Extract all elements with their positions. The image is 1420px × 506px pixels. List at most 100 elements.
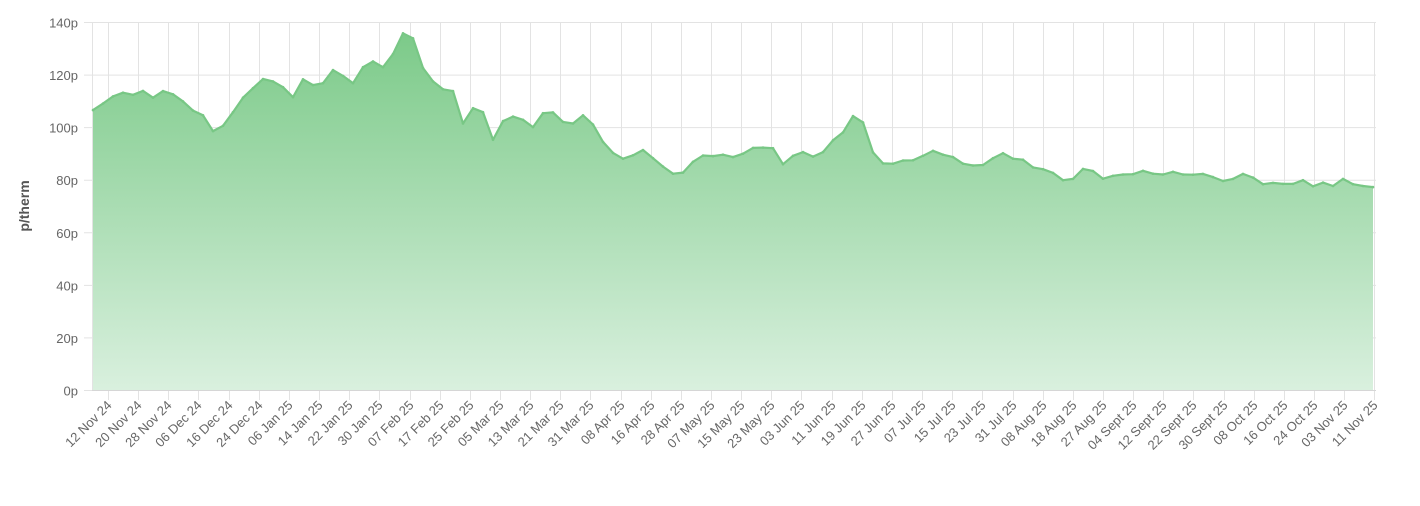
data-point (951, 155, 955, 159)
data-point (91, 108, 95, 112)
data-point (1011, 157, 1015, 160)
data-point (131, 93, 135, 97)
data-point (211, 129, 215, 133)
data-point (1171, 170, 1175, 174)
data-point (1071, 177, 1075, 181)
data-point (291, 95, 295, 99)
data-point (671, 172, 675, 175)
data-point (401, 32, 405, 35)
data-point (391, 52, 395, 56)
data-point (1081, 167, 1085, 171)
data-point (191, 109, 195, 112)
data-point (881, 162, 885, 165)
data-point (1031, 166, 1035, 169)
data-point (1341, 177, 1345, 181)
y-tick-label: 40p (56, 278, 78, 293)
data-point (541, 111, 545, 115)
data-point (1111, 174, 1115, 178)
data-point (571, 122, 575, 125)
data-point (611, 151, 615, 155)
data-point (1001, 151, 1005, 155)
data-point (411, 37, 415, 40)
data-point (151, 96, 155, 99)
data-point (721, 153, 725, 156)
data-point (741, 152, 745, 155)
data-point (711, 154, 715, 158)
data-point (1231, 177, 1235, 181)
data-point (1351, 182, 1355, 186)
data-point (761, 146, 765, 149)
data-point (651, 156, 655, 160)
y-tick-label: 120p (49, 68, 78, 83)
data-point (751, 146, 755, 150)
data-point (141, 89, 145, 93)
data-point (921, 154, 925, 158)
data-point (1101, 177, 1105, 180)
data-point (1211, 175, 1215, 179)
data-point (691, 160, 695, 164)
data-point (1181, 173, 1185, 176)
data-point (1131, 172, 1135, 176)
data-point (241, 96, 245, 99)
data-point (271, 80, 275, 83)
data-point (221, 124, 225, 128)
data-point (931, 149, 935, 153)
data-point (631, 154, 635, 157)
data-point (641, 148, 645, 152)
data-point (821, 150, 825, 154)
data-point (1161, 173, 1165, 176)
data-point (901, 159, 905, 162)
data-point (1061, 178, 1065, 182)
data-point (251, 86, 255, 90)
y-axis: 0p 20p 40p 60p 80p 100p 120p 140p (49, 16, 78, 399)
data-point (851, 114, 855, 118)
data-point (461, 122, 465, 125)
data-point (1251, 176, 1255, 179)
data-point (1331, 184, 1335, 188)
data-point (661, 165, 665, 168)
data-point (281, 85, 285, 89)
data-point (1271, 181, 1275, 185)
data-point (121, 91, 125, 94)
data-point (491, 138, 495, 142)
data-point (731, 155, 735, 159)
data-point (1021, 158, 1025, 161)
data-point (171, 93, 175, 96)
data-point (1321, 181, 1325, 184)
data-point (1261, 182, 1265, 186)
data-point (481, 110, 485, 114)
area-fill (93, 33, 1373, 391)
y-tick-label: 60p (56, 226, 78, 241)
data-point (811, 155, 815, 158)
data-point (621, 157, 625, 160)
y-tick-label: 100p (49, 121, 78, 136)
data-point (701, 154, 705, 157)
data-point (771, 146, 775, 150)
data-point (1041, 167, 1045, 171)
data-point (1371, 185, 1375, 189)
data-point (991, 156, 995, 160)
data-point (1091, 169, 1095, 173)
data-point (891, 162, 895, 165)
data-point (791, 154, 795, 158)
data-point (831, 139, 835, 142)
data-point (421, 66, 425, 70)
data-point (981, 163, 985, 167)
data-point (441, 88, 445, 91)
data-point (871, 151, 875, 154)
data-point (1191, 173, 1195, 176)
data-point (201, 114, 205, 117)
data-point (1051, 171, 1055, 175)
data-point (1281, 182, 1285, 186)
data-point (1221, 179, 1225, 183)
y-tick-label: 0p (64, 384, 78, 399)
area-series (91, 32, 1375, 391)
data-point (371, 60, 375, 63)
data-point (521, 118, 525, 122)
data-point (471, 106, 475, 110)
data-point (231, 110, 235, 114)
data-point (1241, 172, 1245, 176)
data-point (1201, 172, 1205, 176)
data-point (961, 162, 965, 165)
